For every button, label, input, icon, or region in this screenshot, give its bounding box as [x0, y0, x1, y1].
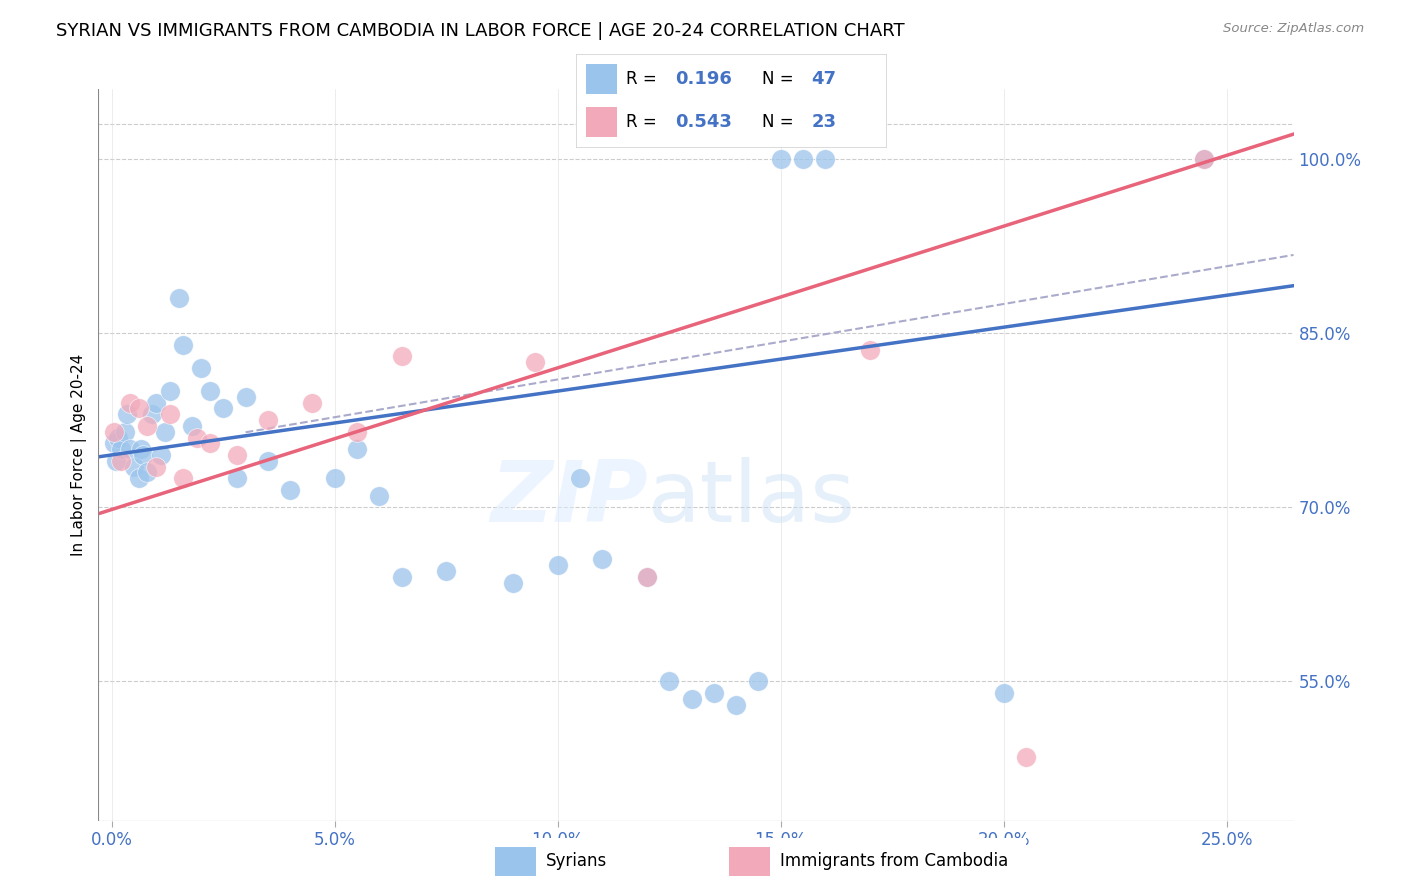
- Point: [110, 442, 132, 456]
- Point: [114, 425, 136, 439]
- Point: [181, 418, 204, 433]
- Point: [391, 570, 413, 584]
- Text: N =: N =: [762, 70, 799, 87]
- Point: [391, 349, 413, 363]
- Point: [122, 459, 145, 474]
- Point: [257, 454, 280, 468]
- Point: [993, 686, 1015, 700]
- Point: [636, 570, 658, 584]
- Point: [769, 152, 792, 166]
- Point: [198, 436, 221, 450]
- Point: [103, 425, 125, 439]
- Point: [212, 401, 235, 416]
- FancyBboxPatch shape: [495, 847, 536, 876]
- Point: [128, 471, 150, 485]
- Point: [792, 152, 814, 166]
- Point: [149, 448, 172, 462]
- Point: [105, 454, 128, 468]
- Text: 0.543: 0.543: [675, 113, 733, 131]
- Point: [301, 395, 323, 409]
- Point: [524, 355, 547, 369]
- Point: [434, 564, 457, 578]
- Point: [502, 575, 524, 590]
- Point: [323, 471, 346, 485]
- Text: R =: R =: [626, 113, 662, 131]
- Text: 23: 23: [811, 113, 837, 131]
- Point: [703, 686, 725, 700]
- Point: [136, 418, 159, 433]
- FancyBboxPatch shape: [586, 107, 617, 136]
- Point: [725, 698, 748, 712]
- Point: [128, 401, 150, 416]
- Text: atlas: atlas: [648, 458, 856, 541]
- Point: [172, 471, 194, 485]
- Point: [145, 459, 167, 474]
- Point: [103, 436, 125, 450]
- Point: [118, 442, 141, 456]
- Text: Immigrants from Cambodia: Immigrants from Cambodia: [779, 852, 1008, 870]
- Point: [547, 558, 569, 573]
- Point: [190, 360, 212, 375]
- Point: [225, 471, 247, 485]
- Text: SYRIAN VS IMMIGRANTS FROM CAMBODIA IN LABOR FORCE | AGE 20-24 CORRELATION CHART: SYRIAN VS IMMIGRANTS FROM CAMBODIA IN LA…: [56, 22, 905, 40]
- Point: [346, 425, 368, 439]
- FancyBboxPatch shape: [586, 64, 617, 94]
- Point: [235, 390, 257, 404]
- Point: [155, 425, 177, 439]
- Point: [346, 442, 368, 456]
- Point: [186, 430, 208, 444]
- Text: Syrians: Syrians: [546, 852, 607, 870]
- Point: [636, 570, 658, 584]
- Y-axis label: In Labor Force | Age 20-24: In Labor Force | Age 20-24: [72, 354, 87, 556]
- Point: [167, 291, 190, 305]
- Point: [159, 407, 181, 421]
- Point: [1194, 152, 1216, 166]
- Text: R =: R =: [626, 70, 662, 87]
- Point: [118, 395, 141, 409]
- Point: [110, 454, 132, 468]
- Point: [141, 407, 163, 421]
- Point: [681, 691, 703, 706]
- Point: [658, 674, 681, 689]
- Text: 47: 47: [811, 70, 837, 87]
- Point: [129, 442, 152, 456]
- Point: [107, 430, 129, 444]
- Text: ZIP: ZIP: [491, 458, 648, 541]
- Point: [591, 552, 613, 566]
- Point: [368, 489, 391, 503]
- Point: [225, 448, 247, 462]
- Point: [172, 337, 194, 351]
- Point: [132, 448, 155, 462]
- Point: [117, 407, 139, 421]
- Point: [145, 395, 167, 409]
- Point: [257, 413, 280, 427]
- Point: [859, 343, 882, 358]
- Point: [278, 483, 301, 497]
- Point: [1015, 749, 1038, 764]
- Point: [136, 466, 159, 480]
- Point: [747, 674, 769, 689]
- Point: [569, 471, 592, 485]
- FancyBboxPatch shape: [728, 847, 770, 876]
- Text: 0.196: 0.196: [675, 70, 733, 87]
- Point: [198, 384, 221, 398]
- Point: [1194, 152, 1216, 166]
- Point: [159, 384, 181, 398]
- Text: N =: N =: [762, 113, 799, 131]
- Text: Source: ZipAtlas.com: Source: ZipAtlas.com: [1223, 22, 1364, 36]
- Point: [814, 152, 837, 166]
